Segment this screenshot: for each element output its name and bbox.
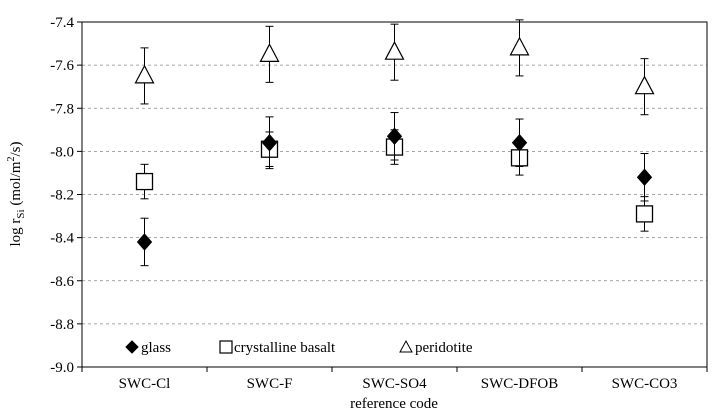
y-axis-title-subscript: Si [15, 209, 27, 218]
y-axis-title-units: (mol/m [8, 161, 24, 209]
x-tick-label: SWC-DFOB [481, 376, 559, 392]
x-axis-title: reference code [350, 396, 438, 412]
series-glass [136, 112, 653, 267]
y-axis-title: log rSi (mol/m2/s) [6, 141, 27, 246]
legend-marker-peridotite [399, 339, 413, 353]
data-point-peridotite [634, 75, 655, 95]
x-tick-label: SWC-F [247, 376, 293, 392]
data-point-peridotite [384, 40, 405, 60]
y-tick-label: -7.4 [50, 15, 74, 31]
y-axis-title-superscript: 2 [6, 156, 17, 161]
grid-lines [82, 64, 707, 325]
y-tick-label: -8.4 [50, 231, 74, 247]
data-point-crystalline-basalt [135, 172, 154, 191]
y-tick-label: -8.0 [50, 144, 74, 160]
x-tick-label: SWC-CO3 [612, 376, 678, 392]
x-tick-label: SWC-SO4 [362, 376, 427, 392]
y-axis-title-main: log r [8, 219, 24, 247]
data-point-glass [511, 133, 528, 152]
series-peridotite [134, 19, 655, 116]
data-point-peridotite [134, 64, 155, 84]
data-point-glass [261, 133, 278, 152]
data-series [134, 19, 655, 267]
legend-label-crystalline-basalt: crystalline basalt [234, 340, 336, 356]
y-axis-ticks: -7.4 -7.6 -7.8 -8.0 -8.2 -8.4 -8.6 -8.8 -9.0 [50, 15, 82, 376]
data-point-crystalline-basalt [635, 205, 654, 223]
legend-marker-glass [125, 340, 139, 354]
data-point-peridotite [509, 36, 530, 56]
x-axis-ticks: SWC-Cl SWC-F SWC-SO4 SWC-DFOB SWC-CO3 [81, 367, 708, 392]
data-point-glass [386, 127, 403, 146]
y-tick-label: -7.6 [50, 58, 74, 74]
y-tick-label: -8.6 [50, 274, 74, 290]
data-point-peridotite [259, 43, 280, 62]
y-tick-label: -8.2 [50, 188, 74, 204]
y-tick-label: -7.8 [50, 101, 74, 117]
y-tick-label: -8.8 [50, 317, 74, 333]
data-point-glass [636, 168, 653, 187]
y-axis-title-tail: /s) [8, 141, 24, 156]
y-tick-label: -9.0 [50, 360, 74, 376]
x-tick-label: SWC-Cl [119, 376, 171, 392]
legend-label-glass: glass [141, 340, 171, 356]
data-point-glass [136, 233, 153, 251]
legend-marker-crystalline-basalt [219, 340, 233, 354]
legend: glass crystalline basalt peridotite [125, 339, 473, 356]
legend-label-peridotite: peridotite [415, 340, 473, 356]
